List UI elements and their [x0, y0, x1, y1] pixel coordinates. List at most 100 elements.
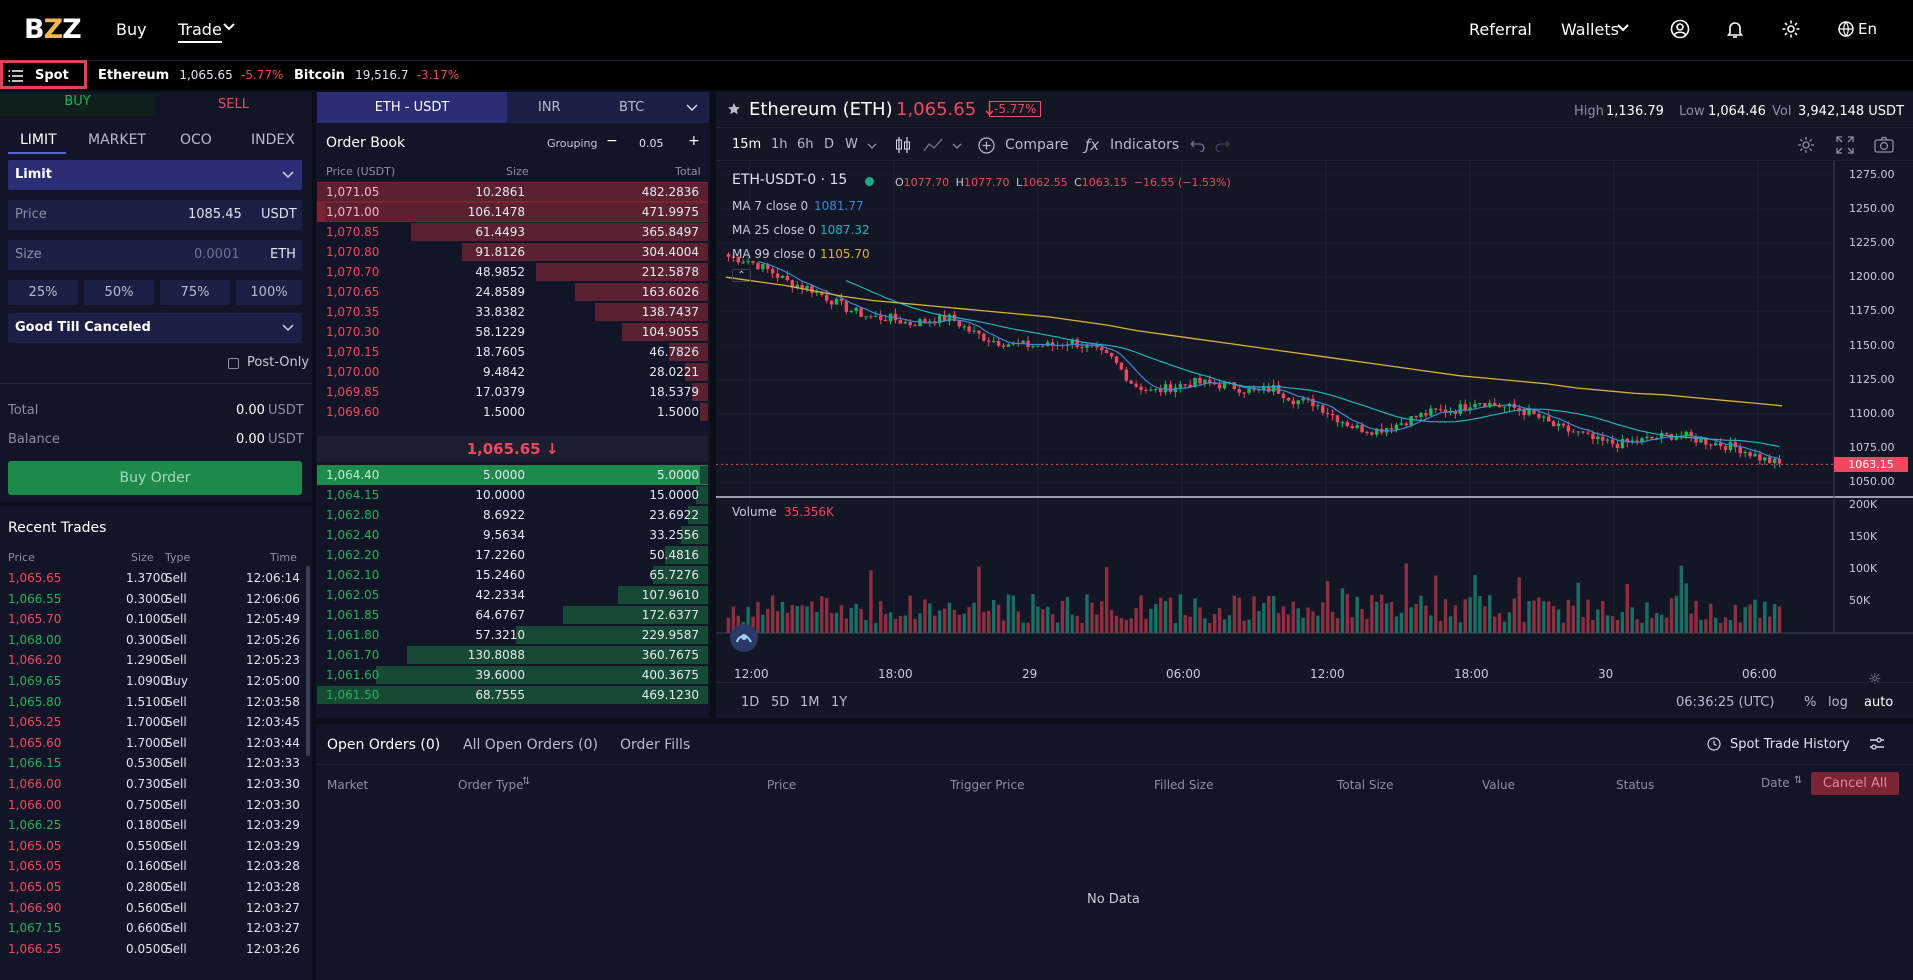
gear-icon[interactable] — [1781, 19, 1801, 43]
post-only-checkbox[interactable] — [228, 358, 239, 369]
bid-row[interactable]: 1,062.05 42.2334 107.9610 — [317, 585, 708, 605]
pct-25-button[interactable]: 25% — [8, 280, 78, 305]
ask-row[interactable]: 1,070.15 18.7605 46.7826 — [317, 342, 708, 362]
area-chart-icon[interactable] — [923, 137, 943, 157]
undo-icon[interactable] — [1190, 138, 1206, 156]
time-in-force-select[interactable]: Good Till Canceled — [8, 313, 302, 343]
tradingview-logo[interactable] — [730, 624, 758, 652]
range-1y[interactable]: 1Y — [831, 695, 848, 710]
tab-order-fills[interactable]: Order Fills — [620, 737, 691, 753]
sort-icon[interactable]: ⇅ — [522, 776, 531, 787]
interval-w[interactable]: W — [845, 137, 858, 152]
globe-icon[interactable] — [1838, 21, 1854, 41]
redo-icon[interactable] — [1214, 138, 1230, 156]
order-type-market[interactable]: MARKET — [88, 132, 146, 148]
bid-row[interactable]: 1,061.80 57.3210 229.9587 — [317, 625, 708, 645]
sell-tab[interactable]: SELL — [218, 97, 249, 112]
chevron-down-icon[interactable] — [1616, 21, 1630, 39]
ask-row[interactable]: 1,070.80 91.8126 304.4004 — [317, 242, 708, 262]
size-input[interactable]: Size 0.0001 ETH — [8, 240, 302, 270]
range-1m[interactable]: 1M — [800, 695, 820, 710]
history-icon[interactable] — [1707, 737, 1721, 755]
bid-row[interactable]: 1,062.80 8.6922 23.6922 — [317, 505, 708, 525]
order-type-oco[interactable]: OCO — [180, 132, 212, 148]
ask-row[interactable]: 1,069.60 1.5000 1.5000 — [317, 402, 708, 422]
bid-row[interactable]: 1,062.10 15.2460 65.7276 — [317, 565, 708, 585]
chart-settings-icon[interactable] — [1797, 136, 1815, 158]
range-5d[interactable]: 5D — [771, 695, 790, 710]
nav-trade[interactable]: Trade — [178, 20, 222, 43]
ticker-bitcoin[interactable]: Bitcoin 19,516.7 -3.17% — [294, 68, 459, 83]
chevron-down-icon[interactable] — [952, 140, 962, 155]
logo[interactable]: BZZ — [24, 14, 82, 45]
star-icon[interactable] — [727, 102, 741, 120]
indicators-button[interactable]: Indicators — [1110, 137, 1180, 153]
bid-row[interactable]: 1,062.40 9.5634 33.2556 — [317, 525, 708, 545]
indicators-icon[interactable]: ƒx — [1085, 136, 1100, 154]
grouping-minus-button[interactable]: − — [606, 133, 618, 149]
ask-row[interactable]: 1,070.30 58.1229 104.9055 — [317, 322, 708, 342]
ask-row[interactable]: 1,070.85 61.4493 365.8497 — [317, 222, 708, 242]
chevron-down-icon[interactable] — [686, 101, 698, 117]
interval-15m[interactable]: 15m — [732, 137, 762, 152]
interval-1h[interactable]: 1h — [771, 137, 788, 152]
candles-icon[interactable] — [895, 136, 911, 158]
pair-tab-inr[interactable]: INR — [538, 100, 561, 115]
nav-referral[interactable]: Referral — [1469, 20, 1532, 39]
bell-icon[interactable] — [1725, 19, 1745, 43]
ask-row[interactable]: 1,070.00 9.4842 28.0221 — [317, 362, 708, 382]
bid-row[interactable]: 1,061.50 68.7555 469.1230 — [317, 685, 708, 705]
order-type-index[interactable]: INDEX — [251, 132, 295, 148]
price-input[interactable]: Price 1085.45 USDT — [8, 200, 302, 230]
pct-100-button[interactable]: 100% — [236, 280, 302, 305]
interval-6h[interactable]: 6h — [797, 137, 814, 152]
chart-gear-icon[interactable]: ☼ — [1868, 670, 1882, 688]
ticker-ethereum[interactable]: Ethereum 1,065.65 -5.77% — [98, 68, 283, 83]
bid-row[interactable]: 1,062.20 17.2260 50.4816 — [317, 545, 708, 565]
buy-order-button[interactable]: Buy Order — [8, 461, 302, 495]
bid-row[interactable]: 1,064.15 10.0000 15.0000 — [317, 485, 708, 505]
price-chart[interactable] — [716, 161, 1913, 680]
col-date[interactable]: Date — [1761, 776, 1790, 790]
compare-button[interactable]: Compare — [1005, 137, 1069, 153]
cancel-all-button[interactable]: Cancel All — [1811, 772, 1899, 795]
pct-75-button[interactable]: 75% — [160, 280, 230, 305]
compare-plus-icon[interactable] — [978, 137, 995, 158]
spot-trade-history-link[interactable]: Spot Trade History — [1730, 737, 1850, 752]
order-select[interactable]: Limit — [8, 160, 302, 190]
ask-row[interactable]: 1,070.70 48.9852 212.5878 — [317, 262, 708, 282]
ask-row[interactable]: 1,071.05 10.2861 482.2836 — [317, 182, 708, 202]
chevron-down-icon[interactable] — [222, 20, 236, 38]
auto-toggle[interactable]: auto — [1864, 695, 1894, 710]
col-order-type[interactable]: Order Type — [458, 778, 524, 792]
sort-icon[interactable]: ⇅ — [1794, 775, 1803, 786]
chevron-down-icon[interactable] — [867, 140, 877, 155]
order-type-limit[interactable]: LIMIT — [20, 132, 57, 148]
utc-clock[interactable]: 06:36:25 (UTC) — [1676, 695, 1775, 710]
ask-row[interactable]: 1,069.85 17.0379 18.5379 — [317, 382, 708, 402]
percent-toggle[interactable]: % — [1804, 695, 1817, 710]
scrollbar[interactable] — [306, 566, 310, 756]
tab-open-orders[interactable]: Open Orders (0) — [327, 737, 441, 753]
filter-icon[interactable] — [1869, 737, 1885, 755]
tab-all-open-orders[interactable]: All Open Orders (0) — [463, 737, 599, 753]
bid-row[interactable]: 1,064.40 5.0000 5.0000 — [317, 465, 708, 485]
log-toggle[interactable]: log — [1828, 695, 1848, 710]
ask-row[interactable]: 1,071.00 106.1478 471.9975 — [317, 202, 708, 222]
account-icon[interactable] — [1670, 19, 1690, 43]
collapse-legend-button[interactable]: ⌃ — [732, 269, 751, 282]
bid-row[interactable]: 1,061.70 130.8088 360.7675 — [317, 645, 708, 665]
grouping-plus-button[interactable]: + — [688, 133, 700, 149]
fullscreen-icon[interactable] — [1836, 136, 1854, 158]
spot-menu-button[interactable]: Spot — [0, 60, 87, 89]
nav-buy[interactable]: Buy — [116, 20, 147, 39]
ask-row[interactable]: 1,070.65 24.8589 163.6026 — [317, 282, 708, 302]
bid-row[interactable]: 1,061.85 64.6767 172.6377 — [317, 605, 708, 625]
pair-tab-eth-usdt[interactable]: ETH - USDT — [317, 92, 507, 123]
interval-d[interactable]: D — [824, 137, 835, 152]
ask-row[interactable]: 1,070.35 33.8382 138.7437 — [317, 302, 708, 322]
bid-row[interactable]: 1,061.60 39.6000 400.3675 — [317, 665, 708, 685]
camera-icon[interactable] — [1874, 136, 1894, 158]
range-1d[interactable]: 1D — [741, 695, 760, 710]
buy-tab[interactable]: BUY — [0, 94, 155, 116]
